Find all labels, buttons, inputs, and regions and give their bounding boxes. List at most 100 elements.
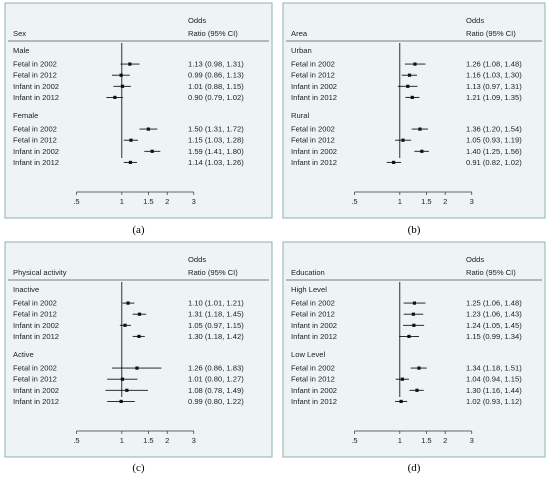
column-header-ratio: Ratio (95% CI) xyxy=(188,29,238,38)
ci-value-text: 1.40 (1.25, 1.56) xyxy=(466,147,522,156)
panel-background xyxy=(4,2,273,219)
row-label: Infant in 2002 xyxy=(13,147,59,156)
point-estimate-marker xyxy=(128,160,132,164)
row-label: Infant in 2012 xyxy=(13,397,59,406)
forest-panel-b: Odds Ratio (95% CI) Area Urban Fetal in 2002… xyxy=(282,2,546,219)
row-label: Fetal in 2002 xyxy=(291,125,335,134)
point-estimate-marker xyxy=(137,312,142,316)
row-label: Infant in 2002 xyxy=(291,147,337,156)
ci-value-text: 1.01 (0.80, 1.27) xyxy=(188,375,244,384)
ci-value-text: 1.26 (0.86, 1.83) xyxy=(188,364,244,373)
ci-value-text: 1.26 (1.08, 1.48) xyxy=(466,60,522,69)
ci-value-text: 1.30 (1.18, 1.42) xyxy=(188,332,244,341)
point-estimate-marker xyxy=(150,149,154,153)
x-tick-label: 1 xyxy=(398,197,402,206)
panel-background xyxy=(4,241,273,458)
row-label: Fetal in 2012 xyxy=(291,375,335,384)
row-label: Infant in 2012 xyxy=(291,397,337,406)
x-tick-label: .5 xyxy=(73,197,79,206)
point-estimate-marker xyxy=(413,62,417,66)
x-tick-label: 2 xyxy=(165,197,169,206)
ci-value-text: 1.50 (1.31, 1.72) xyxy=(188,125,244,134)
point-estimate-marker xyxy=(113,95,117,99)
x-tick-label: 1 xyxy=(398,436,402,445)
x-tick-label: .5 xyxy=(351,197,357,206)
point-estimate-marker xyxy=(410,95,414,99)
row-label: Fetal in 2002 xyxy=(291,299,335,308)
group-heading: High Level xyxy=(291,285,327,294)
x-tick-label: .5 xyxy=(351,436,357,445)
panel-caption: (b) xyxy=(408,224,421,236)
row-label: Fetal in 2012 xyxy=(291,136,335,145)
row-label: Infant in 2002 xyxy=(291,321,337,330)
subgroup-title: Area xyxy=(291,29,308,38)
ci-value-text: 1.13 (0.97, 1.31) xyxy=(466,82,522,91)
column-header-odds: Odds xyxy=(188,255,206,264)
point-estimate-marker xyxy=(418,127,422,131)
point-estimate-marker xyxy=(146,127,150,131)
point-estimate-marker xyxy=(129,138,133,142)
row-label: Infant in 2012 xyxy=(291,332,337,341)
x-tick-label: .5 xyxy=(73,436,79,445)
forest-panel-d: Odds Ratio (95% CI) Education High Level Fet… xyxy=(282,241,546,458)
ci-value-text: 1.08 (0.78, 1.49) xyxy=(188,386,244,395)
x-tick-label: 1.5 xyxy=(143,197,154,206)
ci-value-text: 1.59 (1.41, 1.80) xyxy=(188,147,244,156)
ci-value-text: 1.14 (1.03, 1.26) xyxy=(188,158,244,167)
row-label: Fetal in 2012 xyxy=(291,310,335,319)
x-tick-label: 1.5 xyxy=(143,436,154,445)
ci-value-text: 1.10 (1.01, 1.21) xyxy=(188,299,244,308)
point-estimate-marker xyxy=(407,73,412,77)
point-estimate-marker xyxy=(411,312,415,316)
point-estimate-marker xyxy=(399,399,403,403)
point-estimate-marker xyxy=(415,388,419,392)
ci-value-text: 1.15 (1.03, 1.28) xyxy=(188,136,244,145)
point-estimate-marker xyxy=(135,366,139,370)
ci-value-text: 1.31 (1.18, 1.45) xyxy=(188,310,244,319)
x-tick-label: 1 xyxy=(120,197,124,206)
x-tick-label: 1.5 xyxy=(421,436,432,445)
panel-caption: (d) xyxy=(408,462,421,474)
column-header-ratio: Ratio (95% CI) xyxy=(466,268,516,277)
group-heading: Male xyxy=(13,46,29,55)
subgroup-title: Physical activity xyxy=(13,268,67,277)
x-tick-label: 1.5 xyxy=(421,197,432,206)
ci-value-text: 1.23 (1.06, 1.43) xyxy=(466,310,522,319)
panel-background xyxy=(282,241,546,458)
row-label: Infant in 2012 xyxy=(13,93,59,102)
subgroup-title: Sex xyxy=(13,29,26,38)
column-header-odds: Odds xyxy=(466,255,484,264)
point-estimate-marker xyxy=(119,73,123,77)
ci-value-text: 1.01 (0.88, 1.15) xyxy=(188,82,244,91)
ci-value-text: 1.05 (0.93, 1.19) xyxy=(466,136,522,145)
ci-value-text: 0.99 (0.80, 1.22) xyxy=(188,397,244,406)
row-label: Infant in 2012 xyxy=(291,93,337,102)
forest-panel-c: Odds Ratio (95% CI) Physical activity Inact… xyxy=(4,241,273,458)
ci-value-text: 1.15 (0.99, 1.34) xyxy=(466,332,522,341)
ci-value-text: 0.99 (0.86, 1.13) xyxy=(188,71,244,80)
x-tick-label: 1 xyxy=(120,436,124,445)
row-label: Fetal in 2012 xyxy=(291,71,335,80)
group-heading: Low Level xyxy=(291,350,326,359)
column-header-odds: Odds xyxy=(466,16,484,25)
ci-value-text: 1.34 (1.18, 1.51) xyxy=(466,364,522,373)
panel-caption: (a) xyxy=(132,224,145,236)
point-estimate-marker xyxy=(128,62,132,66)
point-estimate-marker xyxy=(401,138,405,142)
x-tick-label: 2 xyxy=(443,197,447,206)
column-header-ratio: Ratio (95% CI) xyxy=(188,268,238,277)
row-label: Fetal in 2002 xyxy=(13,299,57,308)
subgroup-title: Education xyxy=(291,268,325,277)
row-label: Fetal in 2012 xyxy=(13,375,57,384)
ci-value-text: 1.36 (1.20, 1.54) xyxy=(466,125,522,134)
row-label: Fetal in 2002 xyxy=(291,60,335,69)
ci-value-text: 1.13 (0.98, 1.31) xyxy=(188,60,244,69)
point-estimate-marker xyxy=(400,377,404,381)
ci-value-text: 1.05 (0.97, 1.15) xyxy=(188,321,244,330)
point-estimate-marker xyxy=(412,301,417,305)
row-label: Infant in 2002 xyxy=(13,386,59,395)
ci-value-text: 1.25 (1.06, 1.48) xyxy=(466,299,522,308)
x-tick-label: 3 xyxy=(192,197,196,206)
point-estimate-marker xyxy=(120,377,125,381)
ci-value-text: 1.30 (1.16, 1.44) xyxy=(466,386,522,395)
